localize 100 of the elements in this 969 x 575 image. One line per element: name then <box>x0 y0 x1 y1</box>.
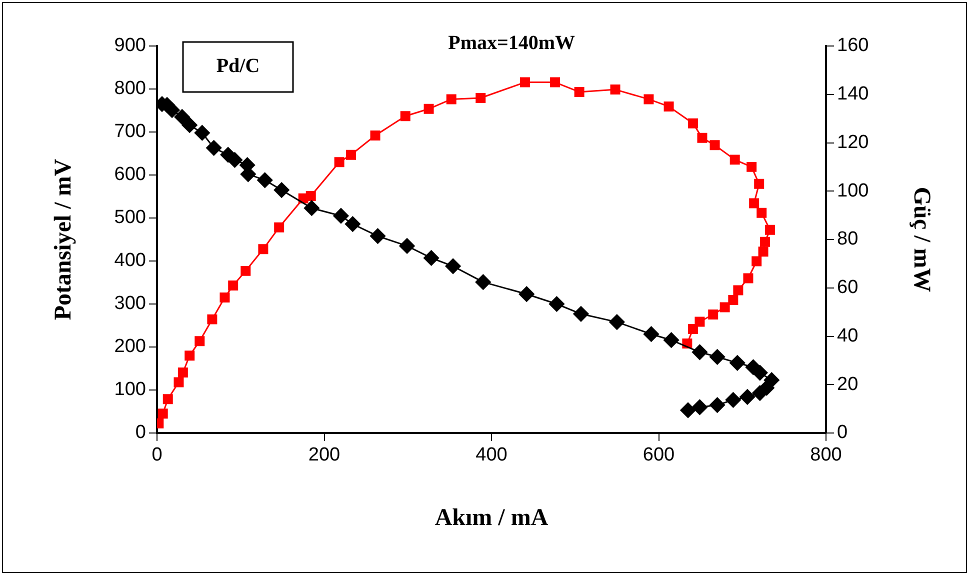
point <box>274 182 290 198</box>
point <box>708 309 718 320</box>
point <box>334 157 344 168</box>
point <box>344 216 360 232</box>
point <box>643 326 659 342</box>
point <box>746 162 757 172</box>
point <box>370 228 386 244</box>
y-tick-label: 300 <box>114 293 146 314</box>
point <box>720 302 730 312</box>
point <box>445 258 461 274</box>
y-tick-label: 500 <box>114 207 146 228</box>
point <box>754 178 764 189</box>
y2-tick-label: 60 <box>837 277 858 298</box>
point <box>710 140 720 150</box>
point <box>692 344 708 360</box>
point <box>664 332 680 348</box>
point <box>306 190 316 201</box>
point <box>710 349 726 365</box>
x-tick-label: 0 <box>152 444 162 466</box>
point <box>752 256 762 266</box>
point <box>548 296 564 312</box>
point <box>164 102 180 118</box>
y-tick-label: 100 <box>114 379 146 400</box>
point <box>228 280 238 290</box>
point <box>644 94 654 104</box>
point <box>573 306 589 322</box>
point <box>162 394 173 404</box>
point <box>752 385 768 401</box>
y-tick-label: 700 <box>114 121 146 142</box>
y-tick-label: 800 <box>114 78 146 100</box>
point <box>476 93 486 103</box>
y2-tick-label: 140 <box>837 84 869 105</box>
point <box>207 314 218 324</box>
y2-tick-label: 160 <box>837 35 869 56</box>
point <box>475 274 491 290</box>
point <box>518 286 534 302</box>
y2-tick-label: 120 <box>837 132 869 153</box>
x-axis-title: Akım / mA <box>434 504 549 531</box>
point <box>370 130 380 140</box>
point <box>520 77 530 88</box>
point <box>257 172 273 188</box>
point <box>692 399 708 415</box>
x-tick-label: 200 <box>308 444 340 466</box>
point <box>730 154 740 165</box>
point <box>178 368 188 378</box>
annotation: Pmax=140mW <box>448 32 576 54</box>
point <box>680 402 696 418</box>
point <box>760 236 770 247</box>
point <box>184 350 195 361</box>
point <box>725 392 741 408</box>
point <box>194 336 205 346</box>
point <box>688 324 698 334</box>
point <box>688 118 698 128</box>
point <box>174 109 190 125</box>
point <box>424 104 434 114</box>
point <box>258 244 268 254</box>
point <box>743 273 754 284</box>
point <box>710 397 726 413</box>
y-tick-label: 600 <box>114 164 146 186</box>
point <box>752 365 768 381</box>
x-tick-label: 600 <box>642 444 675 466</box>
x-tick-label: 400 <box>476 444 508 466</box>
point <box>664 101 674 112</box>
x-tick-label: 800 <box>810 444 842 466</box>
point <box>697 132 708 143</box>
point <box>733 285 744 296</box>
annotation: Pd/C <box>216 55 260 78</box>
y-tick-label: 0 <box>135 422 146 444</box>
point <box>182 117 198 133</box>
point <box>346 150 356 160</box>
point <box>550 77 560 88</box>
point <box>304 200 320 216</box>
point <box>399 238 415 254</box>
y2-tick-label: 40 <box>837 325 858 346</box>
point <box>728 294 738 305</box>
point <box>206 140 222 156</box>
y2-tick-label: 100 <box>837 180 869 202</box>
point <box>400 111 410 122</box>
point <box>158 408 168 419</box>
point <box>694 316 705 327</box>
y2-tick-label: 0 <box>837 422 848 444</box>
point <box>574 86 584 97</box>
point <box>274 222 284 232</box>
y2-tick-label: 20 <box>837 374 858 395</box>
y-tick-label: 200 <box>114 336 146 358</box>
y-tick-label: 900 <box>114 35 146 56</box>
point <box>333 208 349 224</box>
point <box>174 377 184 388</box>
point <box>227 152 243 168</box>
point <box>764 224 775 235</box>
point <box>730 355 746 371</box>
y2-tick-label: 80 <box>837 228 858 250</box>
point <box>240 266 251 276</box>
y-axis-title: Potansiyel / mV <box>50 158 77 320</box>
point <box>609 314 625 330</box>
point <box>749 198 760 208</box>
y2-axis-title: Güç / mW <box>908 186 934 292</box>
point <box>758 246 768 257</box>
point <box>756 208 767 218</box>
point <box>220 292 230 303</box>
